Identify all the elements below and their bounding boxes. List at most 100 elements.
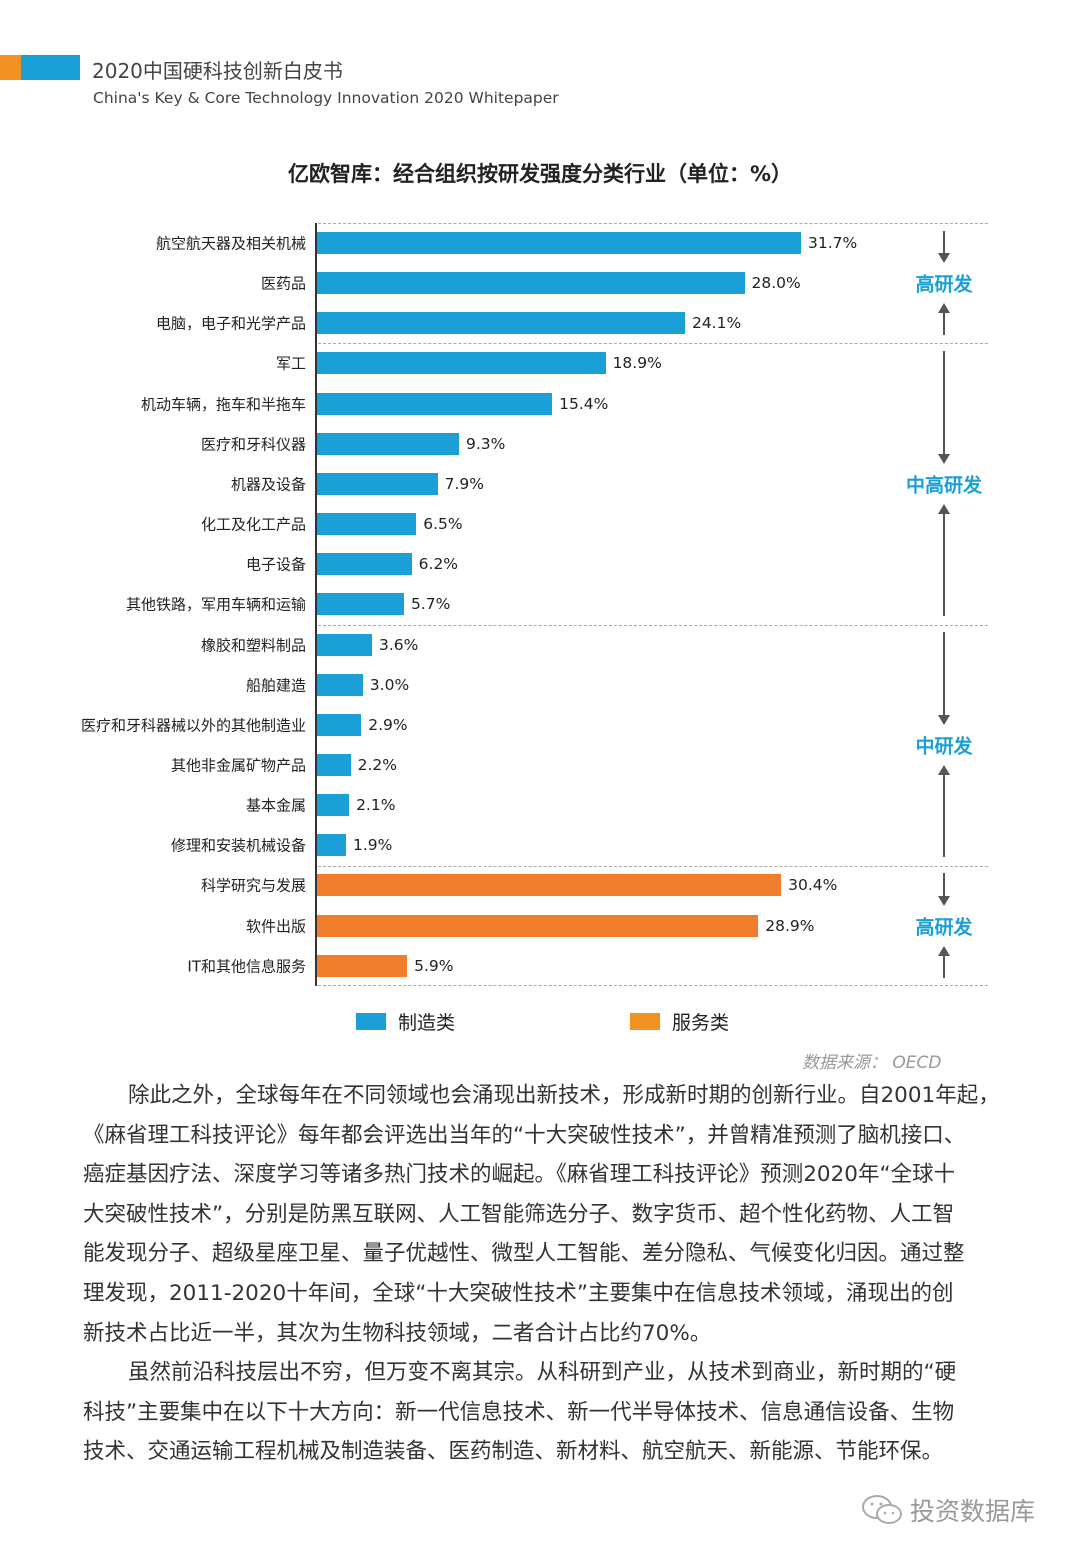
- category-label: 修理和安装机械设备: [170, 836, 306, 855]
- document-subtitle: China's Key & Core Technology Innovation…: [93, 89, 559, 107]
- category-label: 机器及设备: [230, 475, 306, 494]
- data-source: 数据来源： OECD: [802, 1053, 942, 1073]
- arrow-up-icon: [938, 503, 950, 617]
- data-label: 2.9%: [368, 715, 408, 734]
- text-line: 技术、交通运输工程机械及制造装备、医药制造、新材料、航空航天、新能源、节能环保。: [83, 1439, 944, 1465]
- arrow-down-icon: [938, 230, 950, 264]
- bar: [317, 312, 685, 335]
- bar: [317, 753, 351, 776]
- body-text: 除此之外，全球每年在不同领域也会涌现出新技术，形成新时期的创新行业。自2001年…: [83, 1076, 1023, 1472]
- data-label: 2.1%: [356, 796, 396, 815]
- category-label: 电子设备: [245, 555, 306, 574]
- data-label: 3.6%: [378, 635, 419, 654]
- bar: [317, 874, 782, 897]
- bar: [317, 954, 408, 977]
- data-label: 7.9%: [444, 474, 484, 493]
- text-line: 虽然前沿科技层出不穷，但万变不离其宗。从科研到产业，从技术到商业，新时期的“硬: [128, 1360, 957, 1386]
- category-label: 电脑，电子和光学产品: [155, 314, 306, 333]
- category-label: 机动车辆，拖车和半拖车: [140, 395, 306, 414]
- bar: [317, 593, 405, 616]
- bar: [317, 272, 745, 295]
- legend-label: 服务类: [672, 1012, 730, 1034]
- legend-swatch: [630, 1013, 660, 1030]
- bar: [317, 713, 362, 736]
- bar: [317, 432, 459, 455]
- bar: [317, 232, 801, 254]
- text-line: 《麻省理工科技评论》每年都会评选出当年的“十大突破性技术”，并曾精准预测了脑机接…: [83, 1122, 966, 1148]
- legend-swatch: [356, 1013, 386, 1030]
- data-label: 28.9%: [765, 916, 815, 935]
- category-label: 船舶建造: [245, 676, 306, 695]
- category-label: 航空航天器及相关机械: [155, 234, 306, 253]
- bar: [317, 834, 346, 857]
- arrow-down-icon: [938, 632, 950, 726]
- chart-title: 亿欧智库：经合组织按研发强度分类行业（单位：%）: [287, 162, 793, 186]
- band-divider: [318, 866, 988, 867]
- band-label: 中研发: [915, 735, 973, 758]
- data-label: 6.2%: [418, 555, 459, 574]
- data-label: 6.5%: [423, 515, 463, 534]
- watermark: 投资数据库: [860, 1492, 1035, 1528]
- text-line: 大突破性技术”，分别是防黑互联网、人工智能筛选分子、数字货币、超个性化药物、人工…: [83, 1201, 955, 1227]
- text-line: 科技”主要集中在以下十大方向：新一代信息技术、新一代半导体技术、信息通信设备、生…: [83, 1399, 955, 1425]
- text-line: 新技术占比近一半，其次为生物科技领域，二者合计占比约70%。: [83, 1320, 712, 1346]
- category-label: 其他铁路，军用车辆和运输: [125, 595, 306, 614]
- wechat-icon: [862, 1495, 902, 1524]
- category-label: 软件出版: [245, 917, 306, 936]
- data-label: 5.7%: [411, 595, 451, 614]
- bar: [317, 392, 553, 415]
- y-axis-line: [315, 223, 317, 986]
- arrow-up-icon: [938, 945, 950, 978]
- bar: [317, 673, 363, 696]
- arrow-up-icon: [938, 303, 950, 336]
- data-label: 1.9%: [353, 836, 393, 855]
- category-label: 基本金属: [245, 796, 306, 815]
- bar-chart: 航空航天器及相关机械 31.7% 医药品 28.0% 电脑，电子和光学产品 24.1% 军工…: [80, 223, 988, 986]
- data-label: 30.4%: [788, 876, 838, 895]
- bar: [317, 633, 372, 656]
- data-label: 5.9%: [414, 956, 454, 975]
- data-label: 3.0%: [369, 675, 410, 694]
- category-label: 医疗和牙科仪器: [200, 435, 306, 454]
- paragraph-2: 虽然前沿科技层出不穷，但万变不离其宗。从科研到产业，从技术到商业，新时期的“硬科…: [83, 1353, 1023, 1472]
- band-divider: [318, 223, 988, 224]
- category-label: 化工及化工产品: [200, 515, 306, 534]
- category-label: 其他非金属矿物产品: [170, 756, 306, 775]
- category-label: 军工: [275, 354, 306, 373]
- header-accent-blue: [21, 55, 80, 80]
- category-label: 科学研究与发展: [200, 876, 306, 895]
- band-label: 高研发: [915, 916, 973, 939]
- band-divider: [318, 343, 988, 344]
- arrow-down-icon: [938, 873, 950, 906]
- band-label: 中高研发: [905, 474, 982, 497]
- legend-label: 制造类: [398, 1012, 456, 1034]
- band-divider: [318, 985, 988, 986]
- data-label: 24.1%: [691, 314, 742, 333]
- legend-item-manufacturing: 制造类: [356, 1008, 455, 1035]
- band-label: 高研发: [915, 273, 973, 296]
- bar: [317, 513, 417, 536]
- band-divider: [318, 625, 988, 626]
- document-title: 2020中国硬科技创新白皮书: [92, 59, 343, 83]
- category-label: 橡胶和塑料制品: [200, 636, 306, 654]
- data-label: 15.4%: [559, 394, 609, 413]
- bar: [317, 352, 606, 375]
- arrow-down-icon: [938, 351, 950, 464]
- text-line: 除此之外，全球每年在不同领域也会涌现出新技术，形成新时期的创新行业。自2001年…: [128, 1083, 1000, 1108]
- paragraph-1: 除此之外，全球每年在不同领域也会涌现出新技术，形成新时期的创新行业。自2001年…: [83, 1076, 1023, 1353]
- text-line: 能发现分子、超级星座卫星、量子优越性、微型人工智能、差分隐私、气候变化归因。通过…: [83, 1241, 965, 1267]
- data-label: 31.7%: [808, 234, 858, 252]
- data-label: 2.2%: [357, 755, 397, 774]
- watermark-text: 投资数据库: [910, 1497, 1036, 1526]
- data-label: 18.9%: [612, 354, 662, 373]
- bar: [317, 914, 759, 937]
- arrow-up-icon: [938, 764, 950, 858]
- data-label: 28.0%: [751, 274, 801, 293]
- bar: [317, 472, 438, 495]
- bar: [317, 794, 350, 817]
- data-label: 9.3%: [465, 434, 506, 453]
- header-accent-orange: [0, 55, 21, 80]
- category-label: 医疗和牙科器械以外的其他制造业: [80, 716, 306, 735]
- bar: [317, 553, 412, 576]
- text-line: 癌症基因疗法、深度学习等诸多热门技术的崛起。《麻省理工科技评论》预测2020年“…: [83, 1162, 956, 1188]
